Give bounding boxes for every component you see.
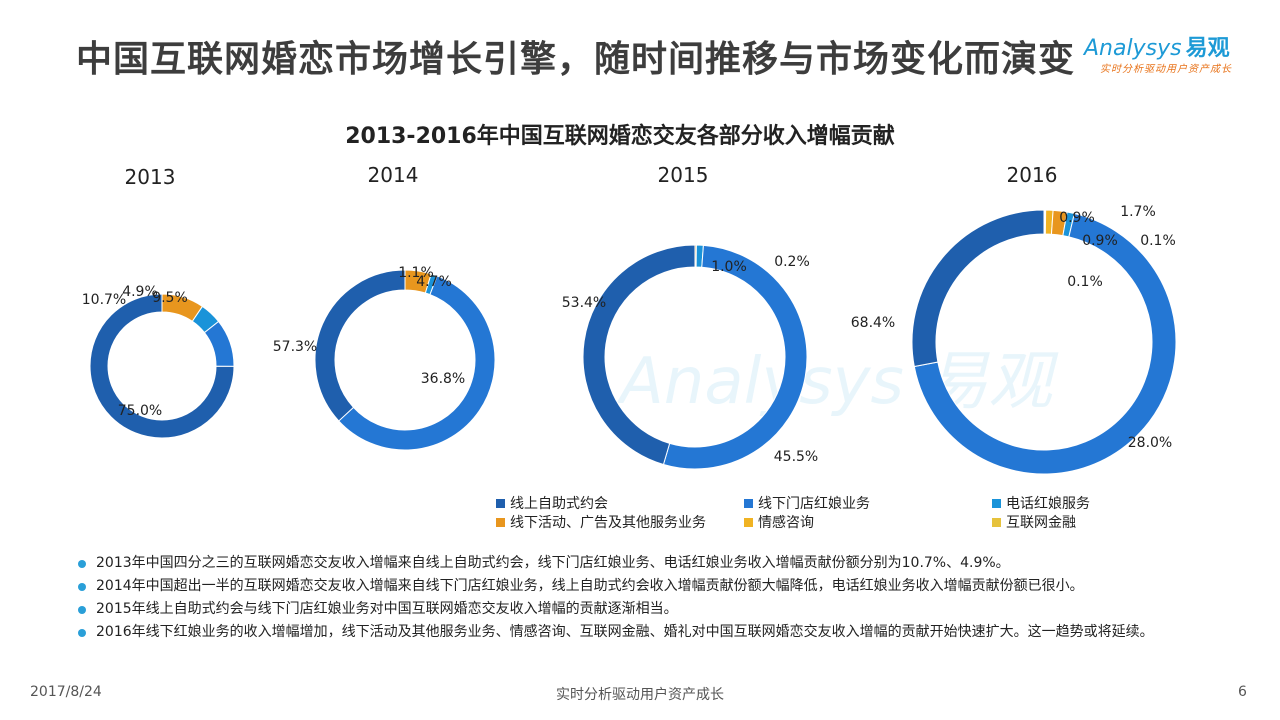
data-label: 68.4% xyxy=(851,315,895,331)
bullet-icon xyxy=(78,583,86,591)
chart-title: 2013-2016年中国互联网婚恋交友各部分收入增幅贡献 xyxy=(345,124,895,149)
logo-slogan: 实时分析驱动用户资产成长 xyxy=(1100,64,1232,75)
note-text: 2016年线下红娘业务的收入增幅增加，线下活动及其他服务业务、情感咨询、互联网金… xyxy=(96,624,1154,640)
note-item: 2013年中国四分之三的互联网婚恋交友收入增幅来自线上自助式约会，线下门店红娘业… xyxy=(78,552,1228,575)
legend-item: 线下门店红娘业务 xyxy=(744,493,870,513)
legend-item: 情感咨询 xyxy=(744,512,814,532)
chart-year-label: 2015 xyxy=(658,163,709,187)
note-text: 2015年线上自助式约会与线下门店红娘业务对中国互联网婚恋交友收入增幅的贡献逐渐… xyxy=(96,601,678,617)
footer-date: 2017/8/24 xyxy=(30,684,102,700)
legend-item: 线下活动、广告及其他服务业务 xyxy=(496,512,706,532)
data-label: 57.3% xyxy=(273,339,317,355)
logo-brand: Analysys xyxy=(1084,36,1182,61)
note-text: 2014年中国超出一半的互联网婚恋交友收入增幅来自线下门店红娘业务，线上自助式约… xyxy=(96,578,1084,594)
legend-label: 线下活动、广告及其他服务业务 xyxy=(510,515,706,531)
data-label: 75.0% xyxy=(118,403,162,419)
donut-chart-2013: 2013 75.0% 10.7%4.9%9.5% xyxy=(82,165,235,439)
data-label: 4.7% xyxy=(416,274,452,290)
donut-slice xyxy=(662,244,808,470)
donut-chart-2015: 2015 45.5% 53.4% 1.0% 0.2% xyxy=(562,163,818,470)
donut-slice xyxy=(582,244,696,466)
legend-label: 电话红娘服务 xyxy=(1006,496,1090,512)
donut-slice xyxy=(338,275,496,451)
legend-swatch xyxy=(992,517,1001,527)
donut-slice xyxy=(913,212,1177,475)
note-text: 2013年中国四分之三的互联网婚恋交友收入增幅来自线上自助式约会，线下门店红娘业… xyxy=(96,555,1010,571)
legend-label: 互联网金融 xyxy=(1006,515,1076,531)
chart-year-label: 2016 xyxy=(1007,163,1058,187)
watermark: Analysys 易观 xyxy=(620,345,1053,419)
bullet-icon xyxy=(78,606,86,614)
donut-charts: 2013 75.0% 10.7%4.9%9.5% 2014 36.8% 57.3% 1.1%… xyxy=(82,163,1177,475)
legend-label: 线上自助式约会 xyxy=(510,496,608,512)
legend-swatch xyxy=(744,517,753,527)
note-item: 2014年中国超出一半的互联网婚恋交友收入增幅来自线下门店红娘业务，线上自助式约… xyxy=(78,575,1228,598)
bullet-icon xyxy=(78,629,86,637)
data-label: 28.0% xyxy=(1128,435,1172,451)
data-label: 9.5% xyxy=(152,290,188,306)
legend-swatch xyxy=(992,498,1001,508)
chart-year-label: 2013 xyxy=(125,165,176,189)
chart-year-label: 2014 xyxy=(368,163,419,187)
legend-swatch xyxy=(496,498,505,508)
logo-brand-cn: 易观 xyxy=(1185,36,1230,61)
data-label: 0.9% xyxy=(1082,233,1118,249)
footer-slogan: 实时分析驱动用户资产成长 xyxy=(556,687,724,703)
notes-list: 2013年中国四分之三的互联网婚恋交友收入增幅来自线上自助式约会，线下门店红娘业… xyxy=(78,552,1228,644)
note-item: 2015年线上自助式约会与线下门店红娘业务对中国互联网婚恋交友收入增幅的贡献逐渐… xyxy=(78,598,1228,621)
data-label: 36.8% xyxy=(421,371,465,387)
donut-slice xyxy=(89,293,235,439)
page-number: 6 xyxy=(1238,684,1247,700)
legend-item: 互联网金融 xyxy=(992,512,1076,532)
legend-label: 情感咨询 xyxy=(758,515,814,531)
data-label: 0.2% xyxy=(774,254,810,270)
donut-slice xyxy=(911,209,1045,368)
data-label: 4.9% xyxy=(122,284,158,300)
data-label: 10.7% xyxy=(82,292,126,308)
data-label: 0.9% xyxy=(1059,210,1095,226)
data-label: 0.1% xyxy=(1067,274,1103,290)
data-label: 1.7% xyxy=(1120,204,1156,220)
donut-slice xyxy=(314,269,406,422)
legend-item: 电话红娘服务 xyxy=(992,493,1090,513)
legend-swatch xyxy=(496,517,505,527)
bullet-icon xyxy=(78,560,86,568)
data-label: 53.4% xyxy=(562,295,606,311)
data-label: 1.1% xyxy=(398,265,434,281)
note-item: 2016年线下红娘业务的收入增幅增加，线下活动及其他服务业务、情感咨询、互联网金… xyxy=(78,621,1228,644)
analysys-logo: Analysys 易观 实时分析驱动用户资产成长 xyxy=(1084,30,1254,80)
page-title: 中国互联网婚恋市场增长引擎，随时间推移与市场变化而演变 xyxy=(76,39,1076,80)
data-label: 45.5% xyxy=(774,449,818,465)
data-label: 1.0% xyxy=(711,259,747,275)
data-label: 0.1% xyxy=(1140,233,1176,249)
legend-item: 线上自助式约会 xyxy=(496,493,608,513)
legend-label: 线下门店红娘业务 xyxy=(758,496,870,512)
donut-chart-2014: 2014 36.8% 57.3% 1.1%4.7% xyxy=(273,163,496,451)
legend-swatch xyxy=(744,498,753,508)
